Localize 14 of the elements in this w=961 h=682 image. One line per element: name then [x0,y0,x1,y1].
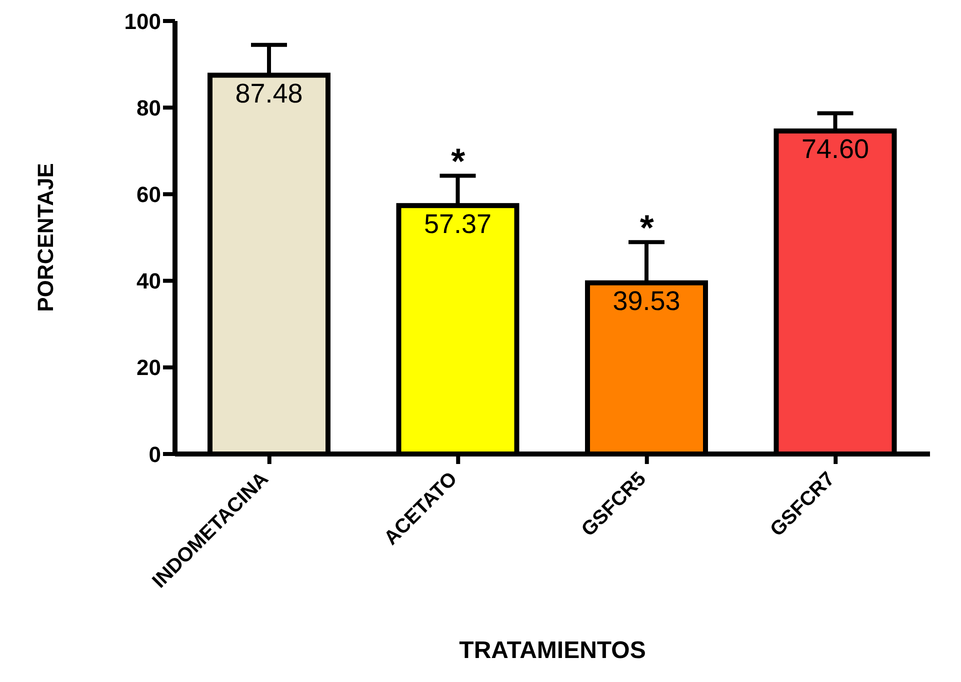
y-axis-title: PORCENTAJE [32,163,58,312]
y-tick-label: 80 [136,95,161,120]
annotation: * [451,140,466,182]
y-tick-label: 20 [136,355,161,380]
data-label: 57.37 [424,208,492,239]
y-tick-label: 100 [124,8,161,34]
data-label: 74.60 [801,134,870,164]
data-label: 87.48 [235,78,303,108]
y-tick-label: 60 [136,182,161,208]
annotation: * [640,207,654,248]
x-axis-title: TRATAMIENTOS [459,637,646,664]
y-tick-label: 40 [136,268,161,294]
y-tick-label: 0 [148,442,161,467]
data-label: 39.53 [612,286,680,316]
